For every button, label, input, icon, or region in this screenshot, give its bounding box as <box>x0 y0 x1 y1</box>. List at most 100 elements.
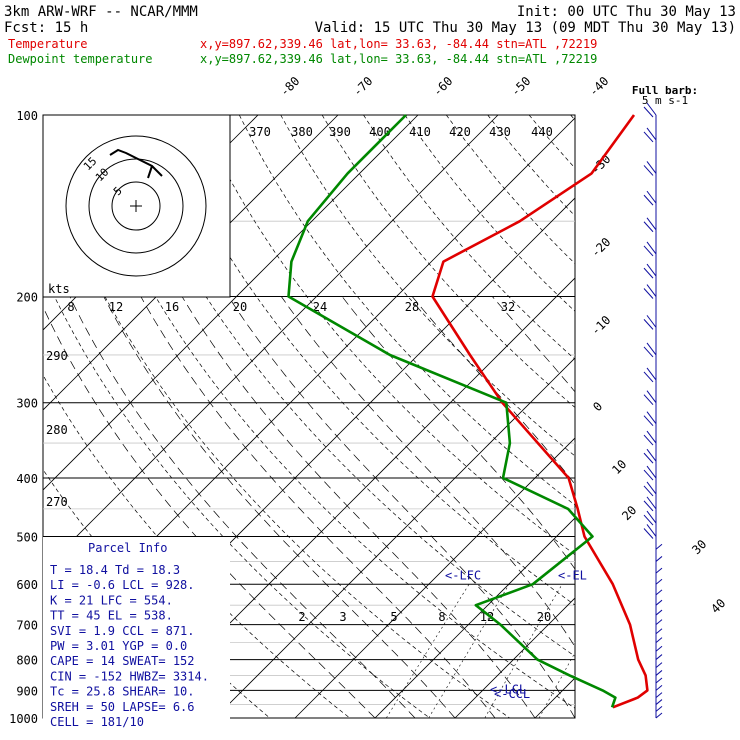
wind-barb <box>646 241 657 255</box>
parcel-row: PW = 3.01 YGP = 0.0 <box>50 639 187 653</box>
wind-barb <box>655 685 663 691</box>
dry-adiabat <box>363 115 575 360</box>
theta-label-lower: 290 <box>46 349 68 363</box>
hodograph-trace <box>147 165 153 179</box>
wind-barb <box>655 712 663 719</box>
wind-barb <box>655 699 663 705</box>
temperature-location: x,y=897.62,339.46 lat,lon= 33.63, -84.44… <box>200 37 597 51</box>
wind-barb <box>646 190 657 204</box>
moist-adiabat <box>140 296 496 718</box>
pressure-tick-label: 200 <box>16 291 38 305</box>
wind-barb <box>646 411 657 424</box>
dry-adiabat <box>114 115 575 657</box>
wind-barb <box>643 394 654 406</box>
pressure-tick-label: 500 <box>16 530 38 544</box>
wind-barb <box>643 528 654 539</box>
wind-scale-units: 5 m s-1 <box>642 94 688 107</box>
dry-adiabat <box>695 115 740 718</box>
wind-barbs <box>643 102 663 719</box>
level-label-lfc: <-LFC <box>445 568 481 582</box>
wind-barb <box>646 524 657 537</box>
isotherm <box>43 115 339 411</box>
moist-adiabat <box>581 297 740 719</box>
parcel-row: CELL = 181/10 <box>50 715 144 729</box>
wind-barb <box>643 319 654 330</box>
mixing-ratio-line <box>386 584 470 718</box>
wind-barb <box>646 390 657 404</box>
wind-barb <box>646 367 657 381</box>
isotherm <box>374 517 575 718</box>
wind-barb <box>655 705 663 712</box>
level-label-ccl: <-CCL <box>494 687 530 701</box>
wind-barb <box>643 346 654 358</box>
moist-adiabat <box>69 296 416 718</box>
wind-barb <box>643 221 654 233</box>
mixing-ratio-label-lower: 12 <box>480 610 494 624</box>
temperature-legend: Temperature <box>8 37 87 51</box>
dry-adiabat <box>197 115 575 556</box>
parcel-row: CAPE = 14 SWEAT= 152 <box>50 654 195 668</box>
isotherm-label: -50 <box>508 74 533 99</box>
wind-barb <box>646 465 657 479</box>
dry-adiabat <box>43 374 351 718</box>
parcel-row: CIN = -152 HWBZ= 3314. <box>50 669 209 683</box>
wind-barb <box>655 677 663 684</box>
pressure-tick-label: 700 <box>16 619 38 633</box>
wind-barb <box>655 628 663 635</box>
wind-barb <box>643 245 654 257</box>
wind-barb <box>643 514 654 526</box>
mixing-ratio-label-lower: 20 <box>537 610 551 624</box>
level-label-el: <-EL <box>558 569 587 583</box>
isotherm-label: 20 <box>619 503 639 523</box>
wind-barb <box>643 500 654 512</box>
isotherm-label: -10 <box>588 313 613 338</box>
wind-barb <box>655 567 663 574</box>
dry-adiabat <box>736 115 740 718</box>
parcel-row: Tc = 25.8 SHEAR= 10. <box>50 685 195 699</box>
wind-barb <box>655 670 663 676</box>
wind-barb <box>655 543 663 550</box>
wind-barb <box>643 485 654 497</box>
isotherm <box>294 437 575 718</box>
moist-adiabat <box>43 306 376 718</box>
wind-barb <box>643 194 654 206</box>
wind-barb <box>655 589 663 596</box>
pressure-tick-label: 900 <box>16 684 38 698</box>
isotherm-label: 30 <box>689 537 709 557</box>
hodograph-ring <box>65 135 207 277</box>
dry-adiabat <box>570 115 575 121</box>
parcel-rows: T = 18.4 Td = 18.3LI = -0.6 LCL = 928.K … <box>50 563 209 729</box>
pressure-tick-label: 400 <box>16 472 38 486</box>
theta-label: 390 <box>329 125 351 139</box>
theta-label-lower: 270 <box>46 495 68 509</box>
isotherm-label: 10 <box>609 457 629 477</box>
wind-barb <box>655 662 663 669</box>
wind-barb <box>643 371 654 383</box>
parcel-row: K = 21 LFC = 554. <box>50 593 173 607</box>
mixing-ratio-line <box>588 584 660 718</box>
mixing-ratio-label: 32 <box>501 300 515 314</box>
mixing-ratio-label: 20 <box>233 300 247 314</box>
init-time: Init: 00 UTC Thu 30 May 13 <box>517 4 736 20</box>
wind-barb <box>646 315 657 328</box>
isotherm <box>134 277 575 718</box>
isotherm-label: -20 <box>588 235 613 260</box>
wind-barb <box>646 102 657 116</box>
wind-barb <box>655 578 663 585</box>
mixing-ratio-label: 28 <box>405 300 419 314</box>
moist-adiabat <box>341 296 575 570</box>
pressure-tick-label: 600 <box>16 578 38 592</box>
isotherm-label: -70 <box>350 74 375 99</box>
isotherm <box>43 115 499 571</box>
wind-barb <box>655 619 663 625</box>
wind-scale-title: Full barb: <box>632 84 698 97</box>
wind-barb <box>655 692 663 698</box>
pressure-tick-label: 100 <box>16 109 38 123</box>
theta-label: 430 <box>489 125 511 139</box>
dry-adiabat <box>73 115 575 709</box>
mixing-ratio-label-lower: 3 <box>339 610 346 624</box>
moist-adiabat <box>228 296 575 718</box>
wind-barb <box>655 637 663 644</box>
theta-label-lower: 280 <box>46 423 68 437</box>
